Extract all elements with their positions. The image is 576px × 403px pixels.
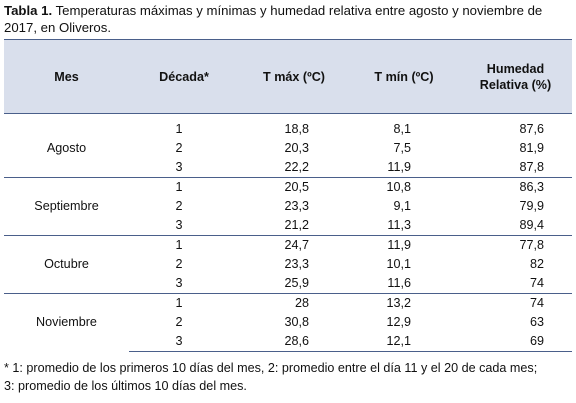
header-decada: Década* xyxy=(129,39,239,114)
tmax-cell: 18,8 xyxy=(284,122,309,136)
month-cell: Octubre xyxy=(4,235,129,294)
table-row: 3 25,9 11,6 74 xyxy=(4,274,572,294)
tmin-cell: 9,1 xyxy=(393,199,411,213)
month-cell: Septiembre xyxy=(4,177,129,236)
tmin-cell: 8,1 xyxy=(393,122,411,136)
tmax-cell: 22,2 xyxy=(284,160,309,174)
header-tmax: T máx (ºC) xyxy=(239,39,349,114)
humedad-cell: 87,6 xyxy=(519,122,544,136)
tmax-cell: 28,6 xyxy=(239,332,349,352)
table-row: 2 23,3 9,1 79,9 xyxy=(4,197,572,216)
caption-label: Tabla 1. xyxy=(4,3,53,18)
table-caption: Tabla 1. Temperaturas máximas y mínimas … xyxy=(4,2,572,36)
tmax-cell: 20,3 xyxy=(284,141,309,155)
decada-cell: 2 xyxy=(175,199,183,213)
tmin-cell: 12,9 xyxy=(386,315,411,329)
table-row: 3 28,6 12,1 69 xyxy=(4,332,572,352)
decada-cell: 1 xyxy=(129,235,239,255)
header-row: Mes Década* T máx (ºC) T mín (ºC) Humeda… xyxy=(4,39,572,114)
tmax-cell: 23,3 xyxy=(284,257,309,271)
climate-table: Mes Década* T máx (ºC) T mín (ºC) Humeda… xyxy=(4,39,572,352)
humedad-cell: 74 xyxy=(459,293,572,313)
humedad-cell: 74 xyxy=(529,276,544,290)
table-row: 2 23,3 10,1 82 xyxy=(4,255,572,274)
tmin-cell: 10,8 xyxy=(349,177,459,197)
tmin-cell: 11,9 xyxy=(387,160,411,174)
header-mes: Mes xyxy=(4,39,129,114)
tmin-cell: 10,1 xyxy=(386,257,411,271)
table-footnote: * 1: promedio de los primeros 10 días de… xyxy=(4,360,572,395)
tmin-cell: 11,3 xyxy=(387,218,411,232)
month-cell: Agosto xyxy=(46,141,87,155)
table-row: Agosto 1 18,8 8,1 87,6 xyxy=(4,120,572,155)
decada-cell: 1 xyxy=(129,293,239,313)
humedad-cell: 89,4 xyxy=(519,218,544,232)
tmin-cell: 7,5 xyxy=(393,141,411,155)
decada-cell: 3 xyxy=(129,332,239,352)
caption-text: Temperaturas máximas y mínimas y humedad… xyxy=(4,3,543,35)
humedad-cell: 86,3 xyxy=(459,177,572,197)
tmin-cell: 12,1 xyxy=(349,332,459,352)
footnote-line-2: 3: promedio de los últimos 10 días del m… xyxy=(4,378,247,393)
table-row: 3 21,2 11,3 89,4 xyxy=(4,216,572,236)
humedad-cell: 82 xyxy=(529,257,544,271)
header-humedad-line2: Relativa (%) xyxy=(479,77,552,92)
decada-cell: 2 xyxy=(175,257,183,271)
decada-cell: 1 xyxy=(175,122,183,136)
table-row: Noviembre 1 28 13,2 74 xyxy=(4,293,572,352)
tmax-cell: 24,7 xyxy=(239,235,349,255)
tmax-cell: 30,8 xyxy=(284,315,309,329)
tmin-cell: 11,9 xyxy=(349,235,459,255)
humedad-cell: 79,9 xyxy=(519,199,544,213)
tmax-cell: 28 xyxy=(239,293,349,313)
tmin-cell: 11,6 xyxy=(387,276,411,290)
tmax-cell: 21,2 xyxy=(284,218,309,232)
header-humedad-line1: Humedad xyxy=(486,61,545,76)
decada-cell: 2 xyxy=(175,315,183,329)
humedad-cell: 63 xyxy=(529,315,544,329)
humedad-cell: 69 xyxy=(459,332,572,352)
table-row: Octubre 1 24,7 11,9 77,8 xyxy=(4,235,572,294)
decada-cell: 3 xyxy=(175,160,183,174)
decada-cell: 1 xyxy=(129,177,239,197)
header-tmin: T mín (ºC) xyxy=(349,39,459,114)
tmax-cell: 23,3 xyxy=(284,199,309,213)
humedad-cell: 77,8 xyxy=(459,235,572,255)
decada-cell: 3 xyxy=(175,276,183,290)
humedad-cell: 81,9 xyxy=(519,141,544,155)
decada-cell: 2 xyxy=(175,141,183,155)
decada-cell: 3 xyxy=(175,218,183,232)
month-cell: Noviembre xyxy=(4,293,129,352)
footnote-line-1: * 1: promedio de los primeros 10 días de… xyxy=(4,361,538,375)
tmax-cell: 25,9 xyxy=(284,276,309,290)
table-row: 3 22,2 11,9 87,8 xyxy=(4,158,572,178)
table-row: 2 30,8 12,9 63 xyxy=(4,313,572,332)
humedad-cell: 87,8 xyxy=(519,160,544,174)
table-row: 2 20,3 7,5 81,9 xyxy=(4,139,572,158)
header-humedad: Humedad Relativa (%) xyxy=(459,39,572,114)
table-row: Septiembre 1 20,5 10,8 86,3 xyxy=(4,177,572,236)
tmax-cell: 20,5 xyxy=(239,177,349,197)
table-body: Agosto 1 18,8 8,1 87,6 2 20,3 7,5 81,9 3… xyxy=(4,114,572,352)
tmin-cell: 13,2 xyxy=(349,293,459,313)
